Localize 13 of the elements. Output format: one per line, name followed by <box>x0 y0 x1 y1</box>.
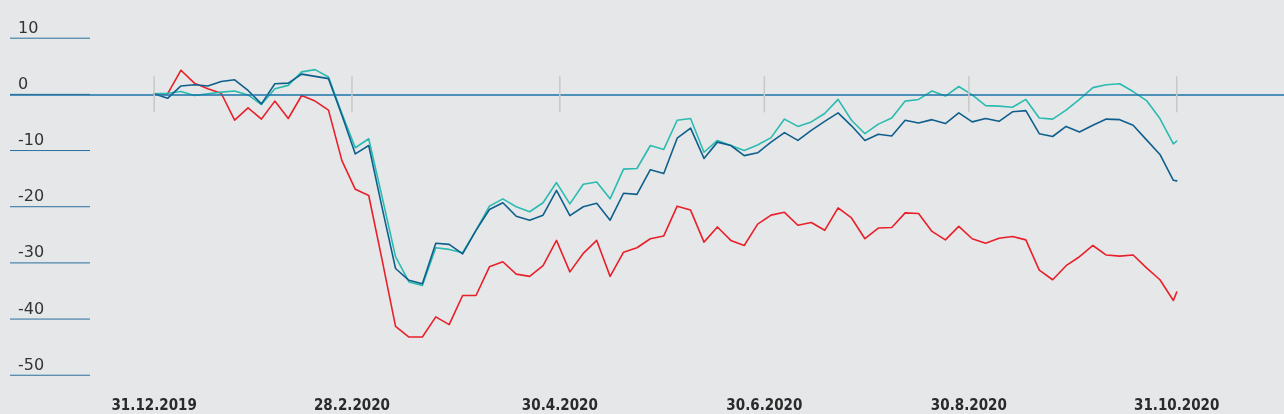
x-tick-label: 30.8.2020 <box>930 395 1007 414</box>
y-tick-label: -30 <box>18 242 45 262</box>
x-tick-label: 30.6.2020 <box>726 395 803 414</box>
y-tick-label: 10 <box>18 17 39 37</box>
y-tick-label: -40 <box>18 298 45 318</box>
x-tick-label: 30.4.2020 <box>521 395 598 414</box>
y-tick-label: -20 <box>18 186 45 206</box>
y-tick-label: 0 <box>18 73 29 93</box>
y-tick-label: -10 <box>18 130 45 150</box>
x-tick-label: 28.2.2020 <box>313 395 390 414</box>
x-tick-label: 31.10.2020 <box>1134 395 1220 414</box>
x-tick-label: 31.12.2019 <box>111 395 197 414</box>
y-tick-label: -50 <box>18 354 45 374</box>
